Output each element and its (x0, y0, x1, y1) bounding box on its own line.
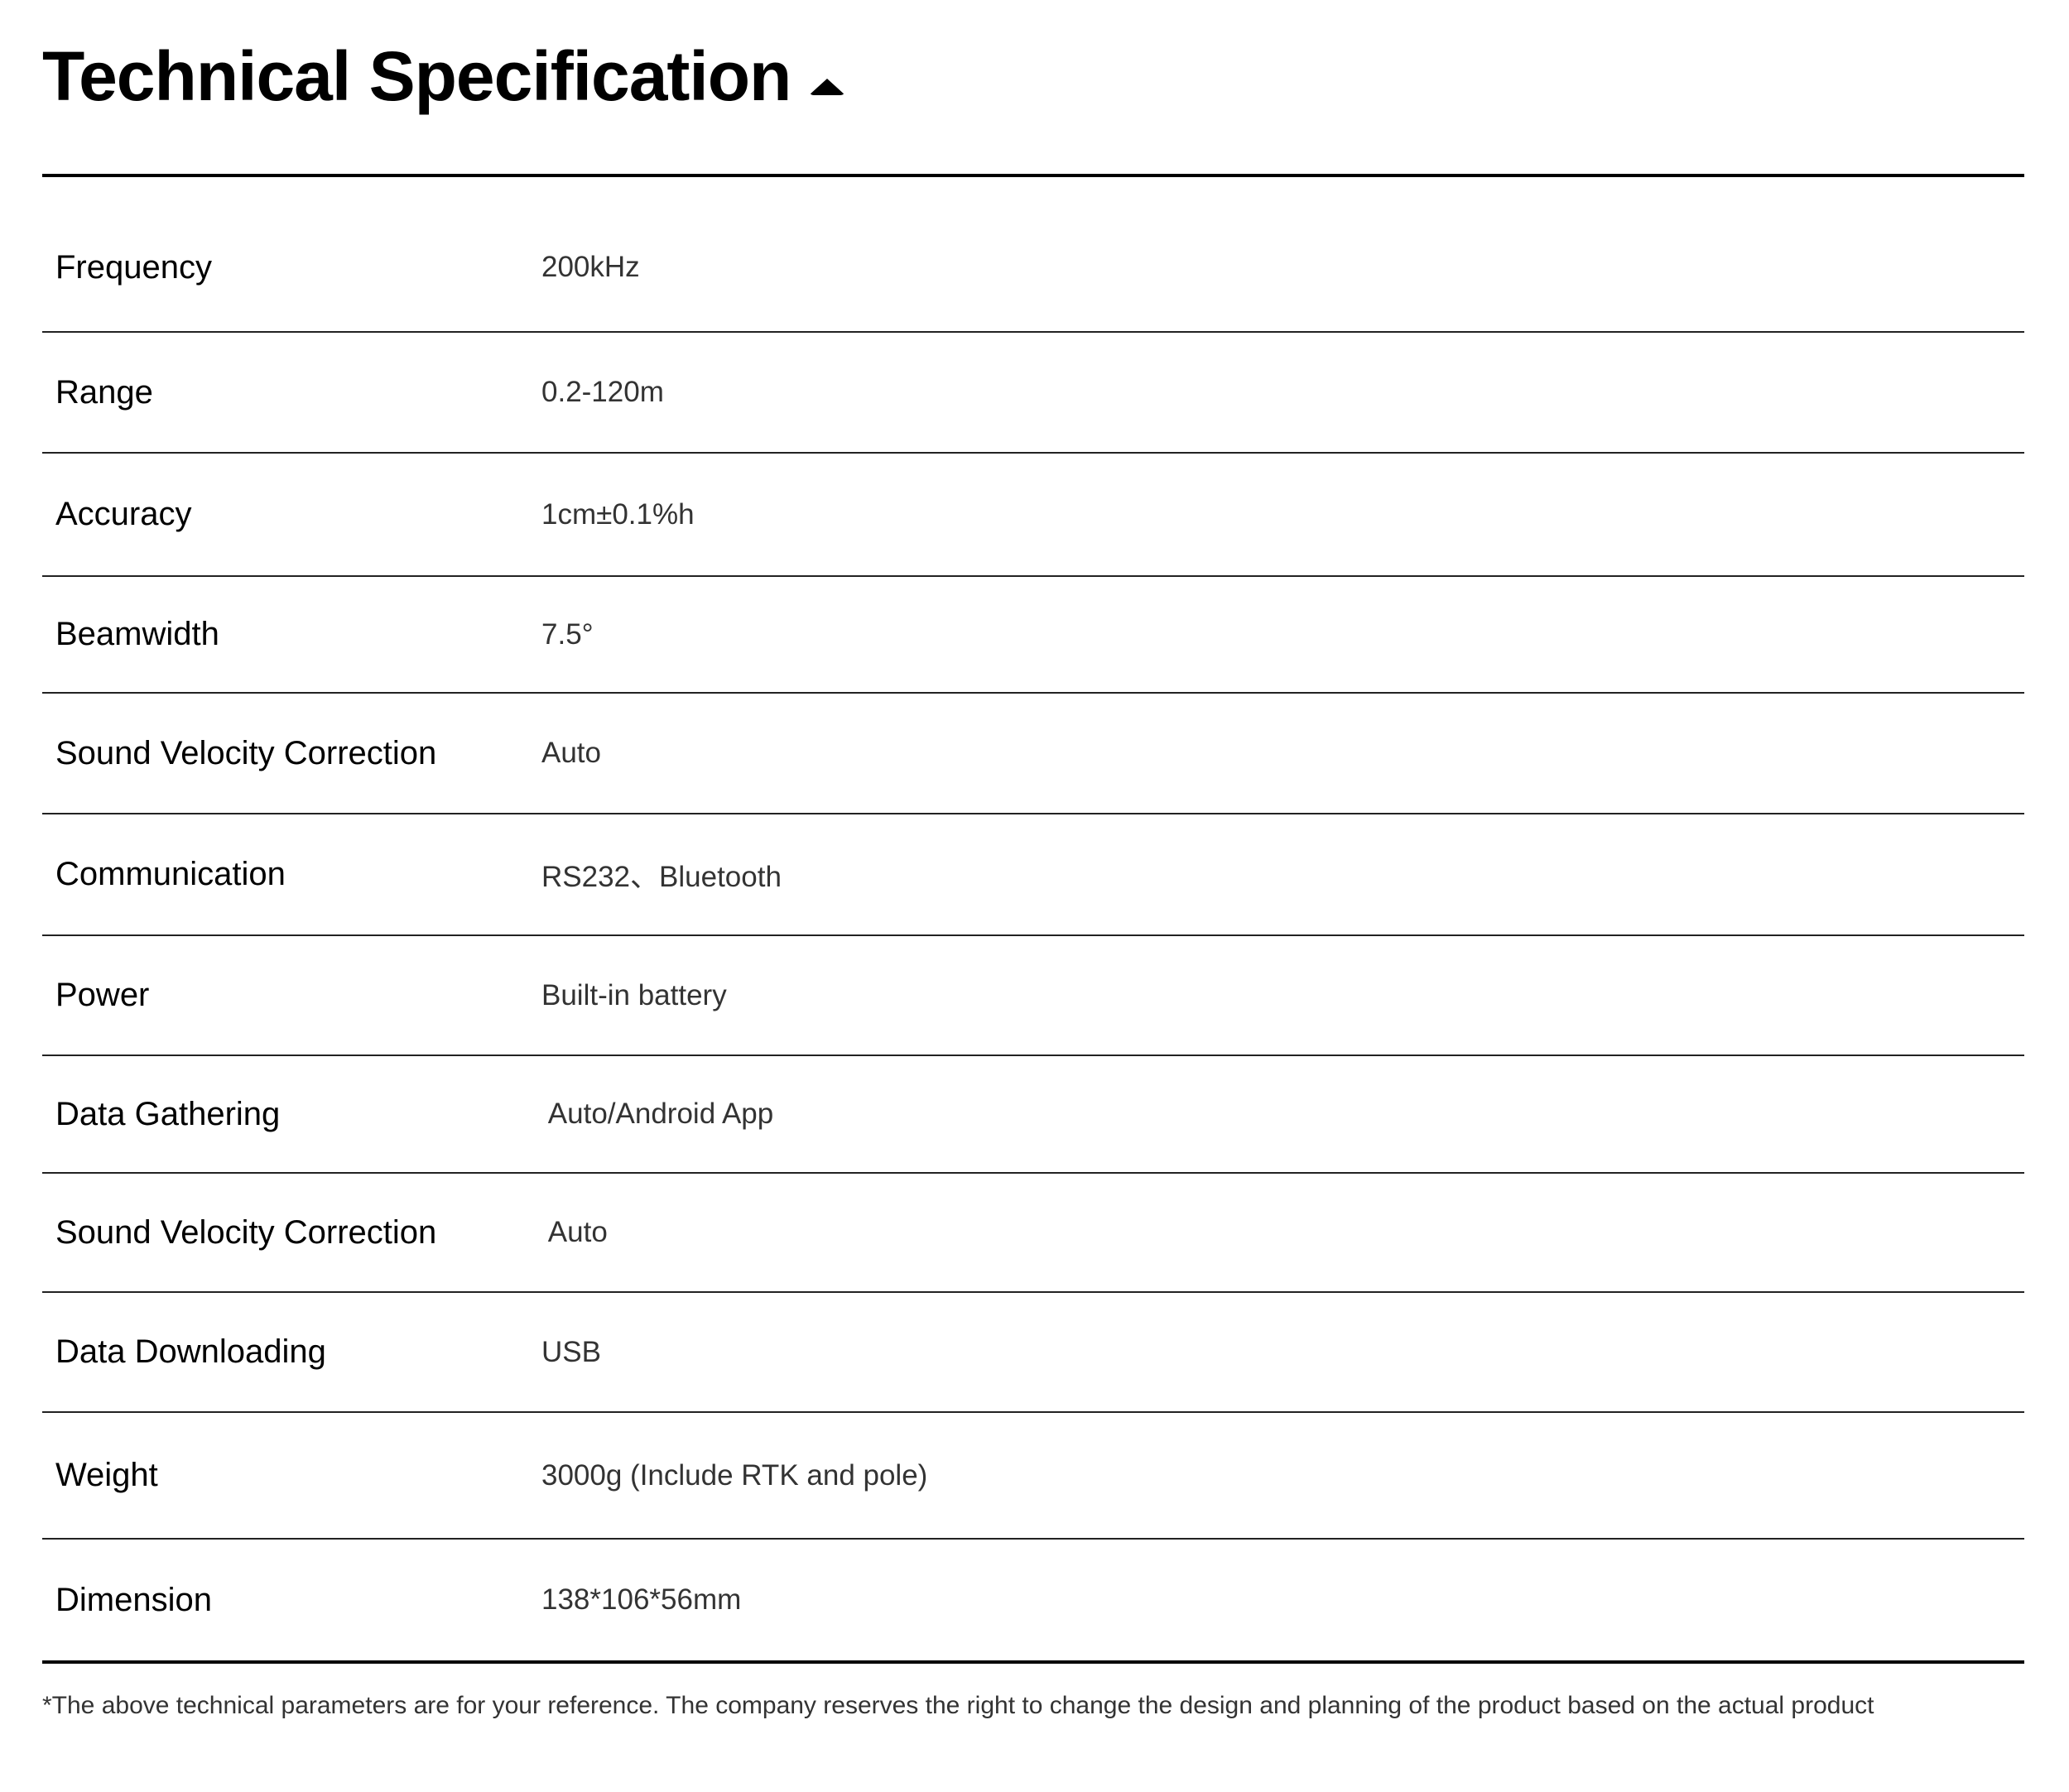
page-title: Technical Specification (42, 37, 792, 115)
spec-label: Beamwidth (55, 616, 219, 652)
spec-table: Frequency 200kHz Range 0.2-120m Accuracy… (42, 177, 2024, 1664)
spec-row-frequency: Frequency 200kHz (42, 177, 2024, 333)
spec-label: Power (55, 977, 150, 1013)
spec-value: Built-in battery (541, 978, 727, 1011)
spec-row-sound-velocity-correction-2: Sound Velocity Correction Auto (42, 1174, 2024, 1293)
spec-row-power: Power Built-in battery (42, 936, 2024, 1056)
spec-value: 0.2-120m (541, 376, 664, 408)
spec-value: 3000g (Include RTK and pole) (541, 1458, 928, 1492)
spec-value: 1cm±0.1%h (541, 497, 695, 531)
spec-label: Communication (55, 856, 286, 892)
caret-up-icon[interactable] (809, 78, 846, 95)
spec-value: Auto/Android App (541, 1098, 774, 1130)
spec-label: Data Gathering (55, 1095, 281, 1132)
spec-row-data-gathering: Data Gathering Auto/Android App (42, 1056, 2024, 1174)
disclaimer-note: *The above technical parameters are for … (42, 1692, 1874, 1719)
spec-label: Weight (55, 1457, 158, 1493)
spec-label: Frequency (55, 248, 212, 286)
spec-value: 7.5° (541, 617, 594, 651)
spec-row-communication: Communication RS232、Bluetooth (42, 814, 2024, 936)
spec-row-sound-velocity-correction: Sound Velocity Correction Auto (42, 694, 2024, 814)
spec-label: Sound Velocity Correction (55, 734, 437, 771)
spec-value: 200kHz (541, 251, 640, 283)
spec-label: Data Downloading (55, 1333, 326, 1370)
spec-label: Sound Velocity Correction (55, 1213, 437, 1251)
spec-label: Dimension (55, 1581, 212, 1618)
spec-value: 138*106*56mm (541, 1583, 742, 1616)
spec-value: USB (541, 1335, 601, 1368)
spec-value: Auto (541, 737, 601, 769)
spec-row-data-downloading: Data Downloading USB (42, 1293, 2024, 1413)
spec-section-toggle[interactable]: Technical Specification (42, 36, 846, 117)
spec-value: RS232、Bluetooth (541, 861, 782, 893)
top-divider (42, 174, 2024, 177)
spec-label: Accuracy (55, 496, 192, 532)
spec-row-dimension: Dimension 138*106*56mm (42, 1540, 2024, 1664)
spec-row-weight: Weight 3000g (Include RTK and pole) (42, 1413, 2024, 1540)
spec-row-accuracy: Accuracy 1cm±0.1%h (42, 454, 2024, 577)
spec-label: Range (55, 373, 153, 411)
spec-row-beamwidth: Beamwidth 7.5° (42, 577, 2024, 694)
spec-row-range: Range 0.2-120m (42, 333, 2024, 454)
spec-value: Auto (541, 1216, 608, 1248)
